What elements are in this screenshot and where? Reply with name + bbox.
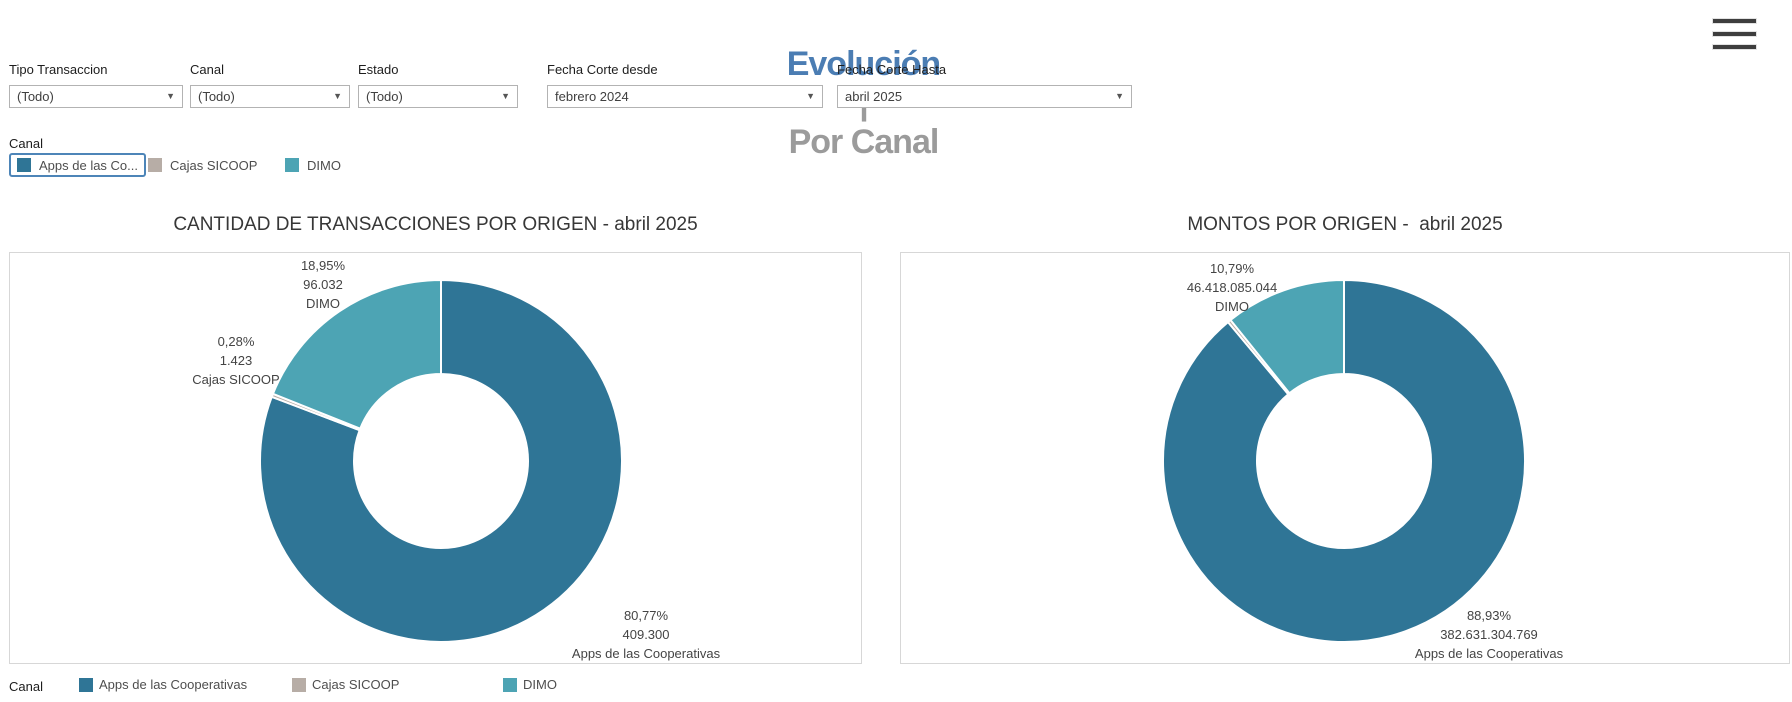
pie-label-apps: 88,93% 382.631.304.769 Apps de las Coope…: [1379, 606, 1599, 663]
page-title-primary: Evolución: [786, 45, 941, 83]
pie-label-name: Cajas SICOOP: [192, 372, 280, 387]
dropdown-tipo-transaccion[interactable]: (Todo) ▼: [9, 85, 183, 108]
chevron-down-icon: ▼: [333, 91, 342, 101]
filter-label-canal: Canal: [190, 62, 224, 77]
pie-label-value: 96.032: [303, 277, 343, 292]
chart-title-cantidad: CANTIDAD DE TRANSACCIONES POR ORIGEN - a…: [173, 214, 698, 235]
donut-chart-montos: [1162, 278, 1526, 643]
page-title-secondary: Por Canal: [788, 123, 940, 161]
cajas-color-swatch: [292, 677, 306, 692]
chart-panel-cantidad: 18,95% 96.032 DIMO 0,28% 1.423 Cajas SIC…: [9, 252, 862, 664]
cajas-color-swatch: [148, 158, 162, 172]
legend-item-cajas-sicoop[interactable]: Cajas SICOOP: [148, 153, 257, 177]
dimo-color-swatch: [285, 158, 299, 172]
legend-item-label: Cajas SICOOP: [312, 677, 400, 692]
page-title: Evolución | Por Canal: [0, 6, 1710, 162]
filter-label-fecha-corte-hasta: Fecha Corte Hasta: [837, 62, 947, 77]
bottom-legend-title: Canal: [9, 679, 43, 694]
pie-label-name: Apps de las Cooperativas: [571, 646, 721, 661]
hamburger-menu-icon[interactable]: [1710, 16, 1760, 56]
hamburger-bar: [1712, 31, 1757, 37]
chart-panel-montos: 10,79% 46.418.085.044 DIMO 88,93% 382.63…: [900, 252, 1790, 664]
pie-label-apps: 80,77% 409.300 Apps de las Cooperativas: [536, 606, 756, 663]
legend-item-label: DIMO: [523, 677, 557, 692]
dimo-color-swatch: [503, 677, 517, 692]
chevron-down-icon: ▼: [501, 91, 510, 101]
chevron-down-icon: ▼: [806, 91, 815, 101]
pie-label-dimo: 18,95% 96.032 DIMO: [213, 256, 433, 313]
pie-label-name: Apps de las Cooperativas: [1414, 646, 1564, 661]
hamburger-bar: [1712, 18, 1757, 24]
pie-slice-apps-de-las-cooperativas[interactable]: [259, 278, 623, 643]
legend-item-dimo[interactable]: DIMO: [503, 677, 557, 692]
filter-label-estado: Estado: [358, 62, 399, 77]
dropdown-value: (Todo): [366, 89, 403, 104]
bottom-legend: Canal Apps de las Cooperativas Cajas SIC…: [0, 674, 1792, 702]
donut-chart-cantidad: [259, 278, 623, 643]
legend-item-label: Apps de las Co...: [39, 157, 138, 173]
legend-item-apps[interactable]: Apps de las Co...: [9, 153, 146, 177]
dropdown-value: abril 2025: [845, 89, 903, 104]
legend-item-apps[interactable]: Apps de las Cooperativas: [79, 677, 247, 692]
filter-label-fecha-corte-desde: Fecha Corte desde: [547, 62, 658, 77]
apps-color-swatch: [79, 677, 93, 692]
dropdown-fecha-corte-hasta[interactable]: abril 2025 ▼: [837, 85, 1132, 108]
pie-label-value: 382.631.304.769: [1440, 627, 1538, 642]
pie-label-pct: 88,93%: [1466, 608, 1512, 623]
dropdown-value: (Todo): [198, 89, 235, 104]
pie-slice-dimo[interactable]: [271, 278, 442, 431]
pie-label-name: DIMO: [1215, 299, 1249, 314]
legend-item-label: Cajas SICOOP: [170, 157, 258, 173]
pie-label-pct: 10,79%: [1209, 261, 1255, 276]
pie-label-pct: 80,77%: [623, 608, 669, 623]
pie-slice-dimo[interactable]: [1229, 278, 1345, 395]
pie-slice-apps-de-las-cooperativas[interactable]: [1162, 278, 1526, 643]
hamburger-bar: [1712, 44, 1757, 50]
pie-label-dimo: 10,79% 46.418.085.044 DIMO: [1122, 259, 1342, 316]
dropdown-value: febrero 2024: [555, 89, 629, 104]
pie-label-value: 46.418.085.044: [1186, 280, 1278, 295]
pie-label-value: 409.300: [622, 627, 670, 642]
dropdown-estado[interactable]: (Todo) ▼: [358, 85, 518, 108]
dropdown-fecha-corte-desde[interactable]: febrero 2024 ▼: [547, 85, 823, 108]
apps-color-swatch: [17, 158, 31, 172]
pie-label-name: DIMO: [306, 296, 340, 311]
dropdown-canal[interactable]: (Todo) ▼: [190, 85, 350, 108]
legend-item-dimo[interactable]: DIMO: [285, 153, 341, 177]
legend-item-label: Apps de las Cooperativas: [99, 677, 248, 692]
pie-label-pct: 0,28%: [217, 334, 255, 349]
pie-label-cajas-sicoop: 0,28% 1.423 Cajas SICOOP: [126, 332, 346, 389]
chevron-down-icon: ▼: [1115, 91, 1124, 101]
legend-item-cajas-sicoop[interactable]: Cajas SICOOP: [292, 677, 399, 692]
canal-legend: Apps de las Co... Cajas SICOOP DIMO: [0, 153, 400, 177]
legend-item-label: DIMO: [307, 157, 341, 173]
canal-legend-title: Canal: [9, 136, 43, 151]
filter-label-tipo-transaccion: Tipo Transaccion: [9, 62, 108, 77]
pie-label-pct: 18,95%: [300, 258, 346, 273]
pie-label-value: 1.423: [219, 353, 253, 368]
chart-title-montos: MONTOS POR ORIGEN - abril 2025: [1187, 214, 1503, 235]
dropdown-value: (Todo): [17, 89, 54, 104]
chevron-down-icon: ▼: [166, 91, 175, 101]
